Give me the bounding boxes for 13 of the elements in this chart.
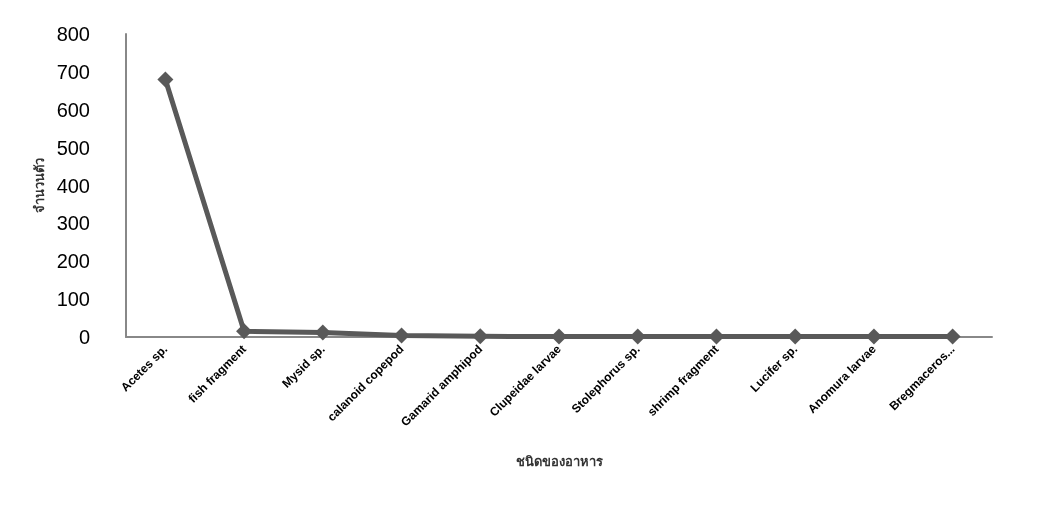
y-tick-label: 600: [56, 98, 90, 121]
y-tick-label: 100: [56, 288, 90, 311]
y-tick-label: 400: [56, 174, 90, 197]
y-tick-label: 300: [56, 212, 90, 235]
y-axis-title: จำนวนตัว: [31, 158, 47, 213]
y-tick-label: 0: [78, 326, 90, 348]
y-tick-label: 700: [56, 60, 90, 83]
point: [157, 71, 174, 88]
y-tick-label: 800: [56, 23, 90, 45]
y-tick-label: 200: [56, 250, 90, 273]
y-tick-label: 500: [56, 136, 90, 159]
point: [551, 328, 567, 345]
x-axis-title: ชนิดของอาหาร: [515, 454, 603, 469]
